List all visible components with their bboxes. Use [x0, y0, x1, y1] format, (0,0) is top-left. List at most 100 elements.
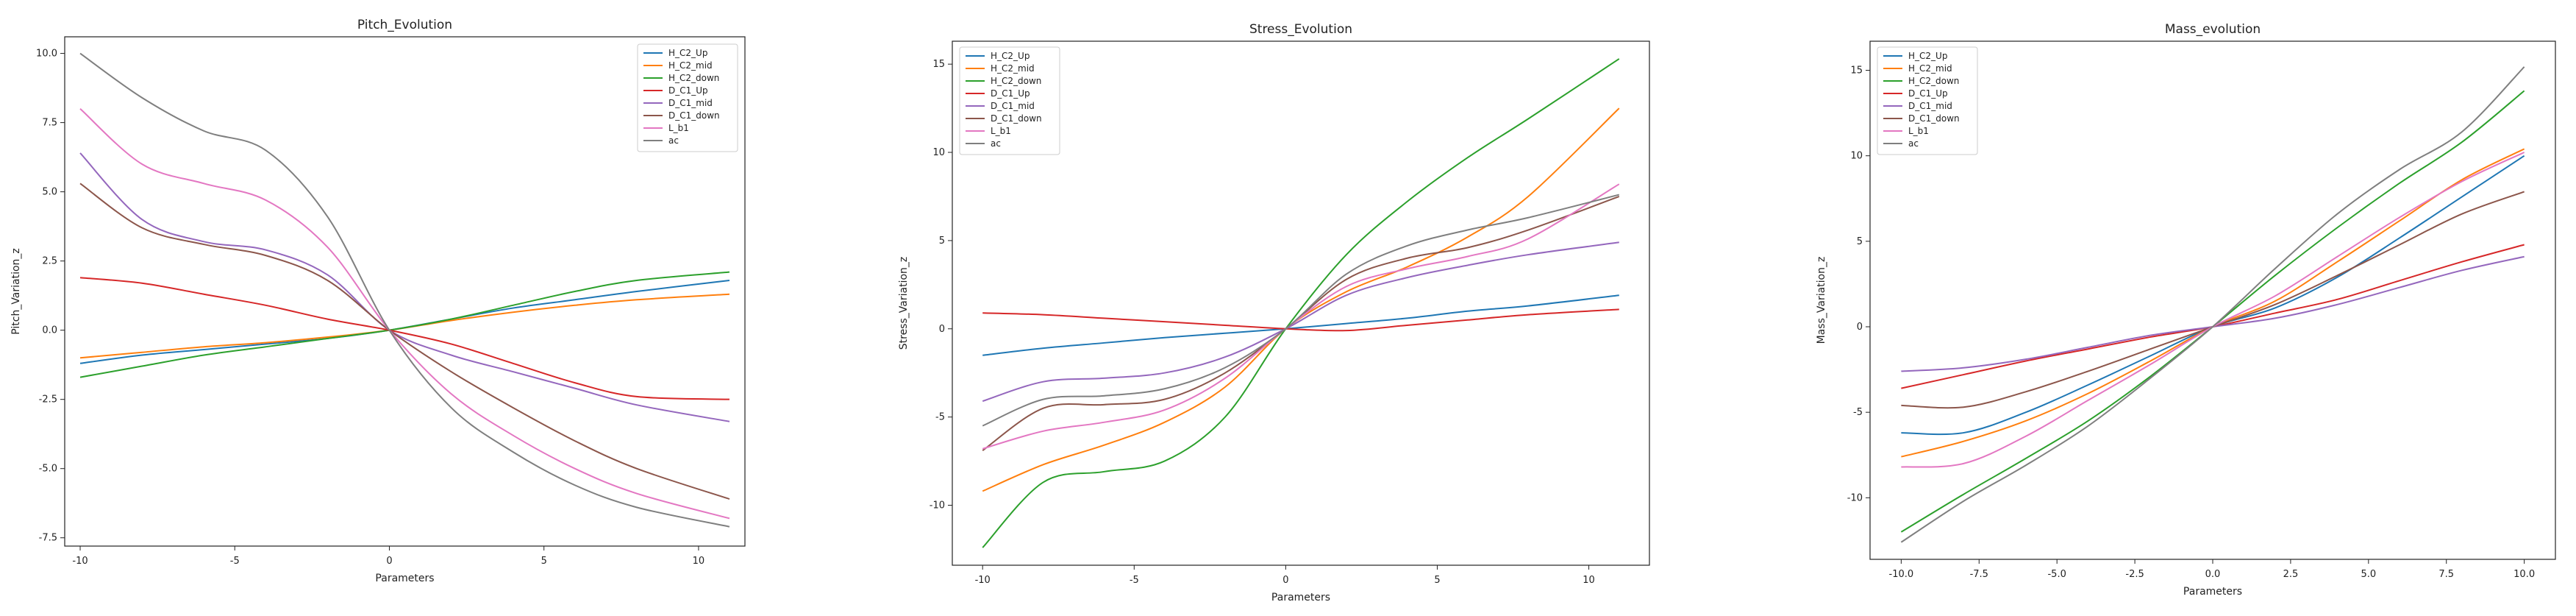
series-line-h-c2-up — [79, 279, 730, 364]
series-line-ac — [982, 194, 1620, 427]
series-line-h-c2-down — [79, 271, 730, 378]
legend-label: D_C1_down — [991, 113, 1042, 124]
y-tick-label: 15 — [1850, 65, 1863, 76]
legend-label: L_b1 — [991, 126, 1011, 136]
chart-2: Stress_Evolution -10 -5 0 5 10 -10 -5 0 5 10 15 Para… — [898, 22, 1650, 603]
legend-label: H_C2_down — [668, 73, 719, 83]
y-axis-label: Mass_Variation_z — [1816, 257, 1827, 344]
legend-label: D_C1_down — [668, 110, 720, 121]
y-tick-label: 10 — [1850, 151, 1863, 162]
legend-box — [637, 43, 738, 152]
series-line-d-c1-down — [982, 196, 1620, 451]
legend-label: H_C2_Up — [991, 51, 1030, 61]
legend-label: ac — [668, 135, 679, 146]
chart-title: Stress_Evolution — [1249, 22, 1352, 37]
x-tick-label: 7.5 — [2438, 569, 2454, 580]
y-tick-label: 7.5 — [42, 118, 57, 129]
x-tick-label: 5.0 — [2361, 569, 2376, 580]
x-tick-label: 5 — [1434, 575, 1440, 586]
x-tick-label: 10.0 — [2513, 569, 2535, 580]
series-line-d-c1-mid — [982, 241, 1619, 403]
y-tick-label: 2.5 — [42, 256, 57, 267]
series-line-l-b1 — [1901, 152, 2525, 468]
legend: H_C2_Up H_C2_mid H_C2_down D_C1_Up D_C1_mid D… — [959, 46, 1060, 155]
y-axis-label: Pitch_Variation_z — [10, 248, 22, 335]
x-axis-label: Parameters — [2183, 586, 2242, 598]
x-tick-label: -5 — [1130, 575, 1139, 586]
chart-1: Pitch_Evolution -10 -5 0 5 10 -7.5 -5.0 -2.5 0.0 2… — [10, 18, 746, 584]
plot-frame — [1869, 40, 2556, 560]
legend-label: D_C1_Up — [991, 88, 1030, 99]
plot-frame — [64, 36, 746, 547]
x-tick-label: -5.0 — [2047, 569, 2066, 580]
legend-label: H_C2_down — [991, 76, 1041, 86]
series-line-ac — [79, 52, 730, 528]
x-tick-label: -2.5 — [2125, 569, 2144, 580]
series-line-d-c1-down — [1901, 191, 2525, 409]
x-tick-label: 0 — [386, 556, 392, 567]
legend-label: H_C2_Up — [668, 48, 707, 58]
series-line-d-c1-up — [1901, 244, 2525, 389]
legend-label: ac — [991, 138, 1001, 149]
series-line-h-c2-down — [1900, 90, 2525, 533]
chart-title: Mass_evolution — [2165, 22, 2261, 37]
legend-label: D_C1_down — [1908, 113, 1960, 124]
series-line-ac — [1900, 66, 2525, 543]
x-tick-label: -7.5 — [1970, 569, 1988, 580]
y-tick-label: 5.0 — [42, 187, 57, 198]
y-tick-label: -2.5 — [39, 394, 57, 406]
legend-label: D_C1_Up — [1908, 88, 1948, 99]
y-tick-label: 5 — [939, 236, 945, 247]
legend-label: D_C1_Up — [668, 85, 708, 96]
x-axis-label: Parameters — [375, 573, 434, 584]
x-tick-label: -10.0 — [1889, 569, 1914, 580]
legend-label: H_C2_down — [1908, 76, 1959, 86]
series-line-d-c1-down — [79, 183, 730, 500]
x-tick-label: -10 — [975, 575, 991, 586]
legend-label: H_C2_mid — [668, 60, 713, 71]
series-line-d-c1-mid — [79, 152, 730, 422]
series-line-h-c2-down — [982, 58, 1620, 548]
x-tick-label: 2.5 — [2283, 569, 2299, 580]
y-tick-label: 0 — [1857, 322, 1863, 333]
chart-title: Pitch_Evolution — [357, 18, 452, 32]
legend-label: D_C1_mid — [991, 101, 1035, 111]
legend: H_C2_Up H_C2_mid H_C2_down D_C1_Up D_C1_mid D… — [1877, 46, 1978, 155]
legend: H_C2_Up H_C2_mid H_C2_down D_C1_Up D_C1_mid D… — [637, 43, 738, 152]
series-line-h-c2-mid — [1901, 148, 2525, 458]
legend-label: H_C2_mid — [991, 63, 1035, 74]
x-tick-label: -5 — [230, 556, 240, 567]
y-tick-label: -7.5 — [39, 533, 57, 544]
legend-label: H_C2_mid — [1908, 63, 1952, 74]
y-tick-label: -5 — [935, 412, 945, 423]
y-tick-label: -5.0 — [39, 464, 57, 475]
legend-label: D_C1_mid — [1908, 101, 1952, 111]
y-tick-label: 15 — [932, 59, 945, 70]
series-line-l-b1 — [79, 108, 730, 520]
x-tick-label: -10 — [72, 556, 88, 567]
series-line-d-c1-mid — [1901, 255, 2525, 372]
legend-label: ac — [1908, 138, 1919, 149]
y-tick-label: 10.0 — [36, 49, 57, 60]
y-tick-label: -10 — [1847, 492, 1863, 503]
y-tick-label: 0 — [939, 324, 945, 335]
plot-frame — [952, 40, 1650, 566]
legend-label: D_C1_mid — [668, 98, 713, 108]
y-tick-label: 5 — [1857, 236, 1863, 247]
y-tick-label: -10 — [930, 500, 945, 511]
legend-label: H_C2_Up — [1908, 51, 1947, 61]
series-line-h-c2-mid — [982, 107, 1620, 492]
x-tick-label: 10 — [1583, 575, 1595, 586]
chart-3: Mass_evolution -10.0 -7.5 -5.0 -2.5 0.0 2.5 5.0… — [1816, 22, 2556, 598]
x-tick-label: 0.0 — [2205, 569, 2221, 580]
legend-box — [1877, 46, 1978, 155]
x-tick-label: 10 — [693, 556, 705, 567]
x-tick-label: 5 — [541, 556, 547, 567]
y-tick-label: 10 — [932, 147, 945, 158]
x-axis-label: Parameters — [1271, 592, 1330, 603]
legend-label: L_b1 — [1908, 126, 1929, 136]
x-tick-label: 0 — [1282, 575, 1288, 586]
legend-box — [959, 46, 1060, 155]
y-axis-label: Stress_Variation_z — [898, 257, 910, 350]
